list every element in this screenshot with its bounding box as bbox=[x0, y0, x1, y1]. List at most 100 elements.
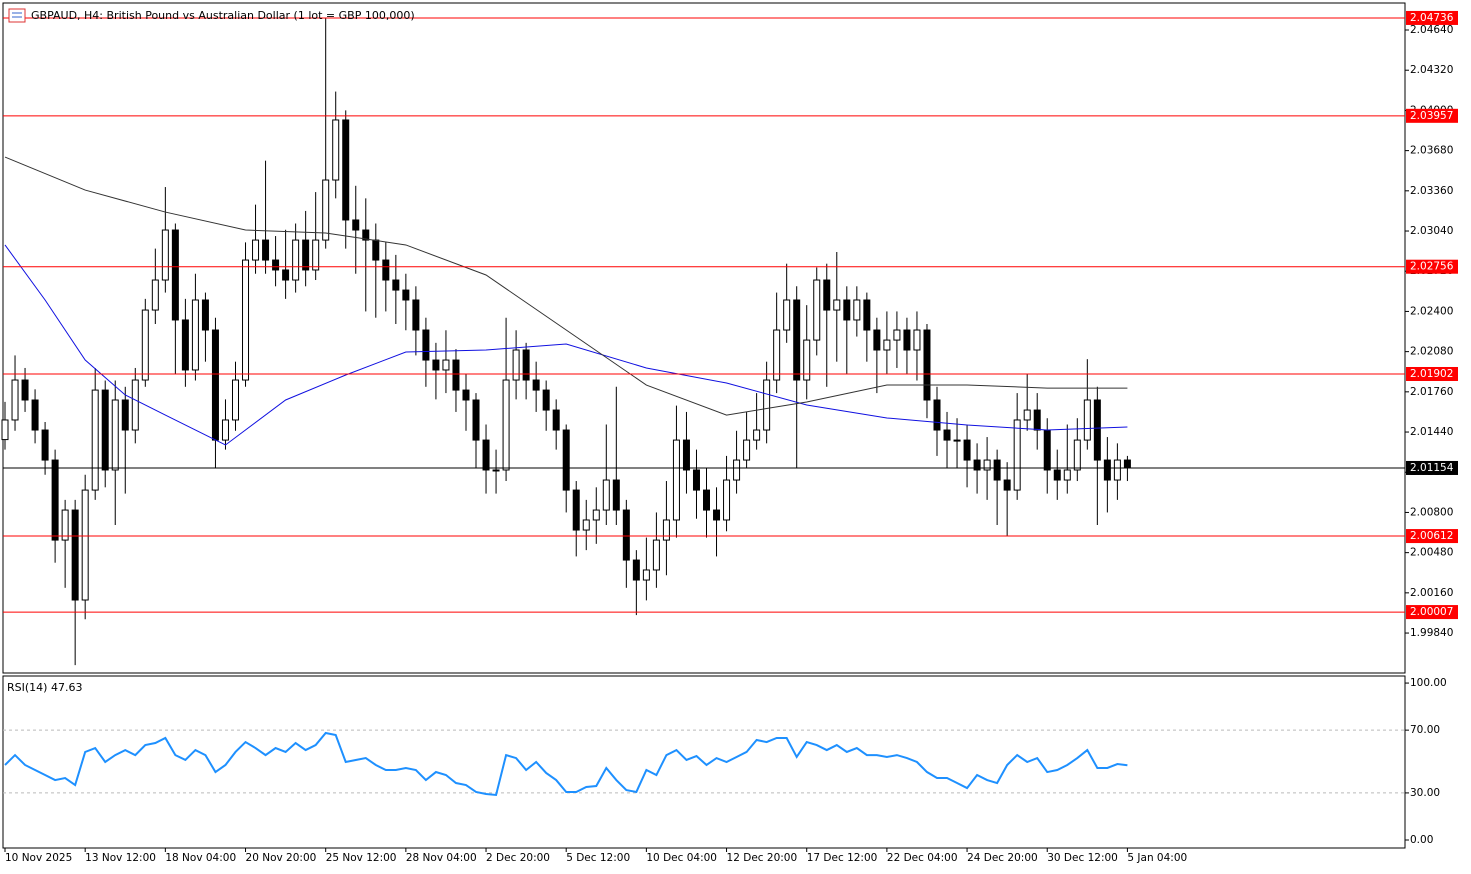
y-tick-label: 2.04640 bbox=[1410, 24, 1453, 36]
candle-body bbox=[502, 379, 510, 471]
candle-body bbox=[642, 569, 650, 581]
y-tick-label: 2.03680 bbox=[1410, 145, 1453, 157]
candle-body bbox=[272, 259, 280, 271]
candle-body bbox=[191, 299, 199, 371]
candle-body bbox=[953, 439, 961, 442]
candle-body bbox=[312, 239, 320, 271]
y-tick-label: 2.00160 bbox=[1410, 587, 1453, 599]
x-tick-label: 5 Dec 12:00 bbox=[566, 852, 630, 864]
candle-body bbox=[242, 259, 250, 381]
candle-body bbox=[723, 479, 731, 521]
candle-body bbox=[262, 239, 270, 261]
candle-body bbox=[1053, 469, 1061, 481]
candle-body bbox=[803, 339, 811, 381]
candle-body bbox=[492, 469, 500, 472]
candle-body bbox=[141, 309, 149, 381]
price-label-box bbox=[1406, 108, 1458, 123]
candle-body bbox=[552, 409, 560, 431]
candle-body bbox=[1063, 469, 1071, 481]
y-tick-label: 2.02080 bbox=[1410, 346, 1453, 358]
x-tick-label: 20 Nov 20:00 bbox=[246, 852, 317, 864]
candle-body bbox=[111, 399, 119, 471]
candle-body bbox=[252, 239, 260, 261]
chart-title: GBPAUD, H4: British Pound vs Australian … bbox=[31, 9, 415, 22]
y-tick-label: 2.03040 bbox=[1410, 225, 1453, 237]
x-tick-label: 30 Dec 12:00 bbox=[1047, 852, 1118, 864]
candle-body bbox=[352, 219, 360, 231]
candle-body bbox=[91, 389, 99, 491]
y-tick-label: 1.99840 bbox=[1410, 627, 1453, 639]
y-tick-label: 2.01760 bbox=[1410, 386, 1453, 398]
candle-body bbox=[853, 299, 861, 321]
candle-body bbox=[592, 509, 600, 521]
candle-body bbox=[221, 419, 229, 441]
candle-body bbox=[913, 329, 921, 351]
candle-body bbox=[602, 479, 610, 511]
x-tick-label: 17 Dec 12:00 bbox=[807, 852, 878, 864]
x-tick-label: 28 Nov 04:00 bbox=[406, 852, 477, 864]
price-label: 2.04736 bbox=[1410, 12, 1454, 24]
y-tick-label: 100.00 bbox=[1410, 677, 1447, 689]
candle-body bbox=[522, 349, 530, 381]
candle-body bbox=[422, 329, 430, 361]
candle-body bbox=[512, 349, 520, 381]
candle-body bbox=[943, 429, 951, 441]
candle-body bbox=[342, 119, 350, 221]
candle-body bbox=[542, 389, 550, 411]
candle-body bbox=[562, 429, 570, 491]
candle-body bbox=[873, 329, 881, 351]
candle-body bbox=[843, 299, 851, 321]
price-label: 2.03957 bbox=[1410, 110, 1453, 122]
candle-body bbox=[81, 489, 89, 601]
y-tick-label: 70.00 bbox=[1410, 724, 1440, 736]
candle-body bbox=[362, 229, 370, 241]
price-label-box bbox=[1406, 529, 1458, 544]
candle-body bbox=[171, 229, 179, 321]
candle-body bbox=[1103, 459, 1111, 481]
moving-average bbox=[4, 156, 1128, 416]
candle-body bbox=[1073, 439, 1081, 471]
y-tick-label: 2.00800 bbox=[1410, 506, 1453, 518]
candle-body bbox=[672, 439, 680, 521]
candle-body bbox=[883, 339, 891, 351]
candle-body bbox=[773, 329, 781, 381]
candle-body bbox=[1033, 409, 1041, 431]
candle-body bbox=[753, 429, 761, 441]
candle-body bbox=[1123, 459, 1131, 469]
candle-body bbox=[292, 239, 300, 281]
rsi-panel bbox=[2, 675, 1406, 849]
y-tick-label: 2.03360 bbox=[1410, 185, 1453, 197]
y-tick-label: 2.00480 bbox=[1410, 547, 1453, 559]
x-tick-label: 10 Nov 2025 bbox=[5, 852, 72, 864]
candle-body bbox=[993, 459, 1001, 481]
candle-body bbox=[813, 279, 821, 341]
candle-body bbox=[302, 239, 310, 271]
candle-body bbox=[1003, 479, 1011, 491]
y-tick-label: 0.00 bbox=[1410, 834, 1433, 846]
candle-body bbox=[41, 429, 49, 461]
candle-body bbox=[131, 379, 139, 431]
candle-body bbox=[682, 439, 690, 471]
candle-body bbox=[582, 519, 590, 531]
candle-body bbox=[833, 299, 841, 311]
candle-body bbox=[933, 399, 941, 431]
candle-body bbox=[713, 509, 721, 521]
candle-body bbox=[783, 299, 791, 331]
candle-body bbox=[1043, 429, 1051, 471]
candle-body bbox=[612, 479, 620, 511]
candle-body bbox=[382, 259, 390, 281]
candle-body bbox=[662, 519, 670, 541]
candle-body bbox=[121, 399, 129, 431]
price-label: 2.00612 bbox=[1410, 530, 1453, 542]
y-tick-label: 2.01440 bbox=[1410, 426, 1453, 438]
candle-body bbox=[181, 319, 189, 371]
rsi-line bbox=[4, 731, 1128, 797]
symbol-icon bbox=[8, 8, 26, 23]
candle-body bbox=[21, 379, 29, 401]
x-tick-label: 2 Dec 20:00 bbox=[486, 852, 550, 864]
candle-body bbox=[793, 299, 801, 381]
candle-body bbox=[322, 179, 330, 241]
candle-body bbox=[652, 539, 660, 571]
candle-body bbox=[71, 509, 79, 601]
candle-body bbox=[1, 419, 9, 441]
